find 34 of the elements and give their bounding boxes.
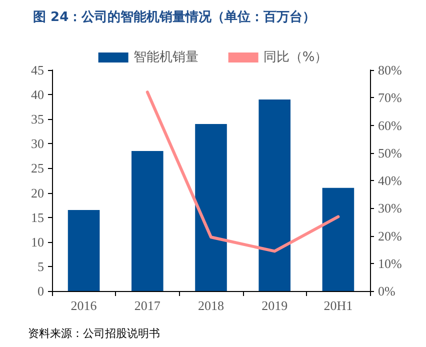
chart-title: 图 24：公司的智能机销量情况（单位：百万台） xyxy=(33,9,316,25)
bar xyxy=(258,99,290,291)
x-tick-label: 2018 xyxy=(198,298,224,313)
y2-tick-label: 40% xyxy=(378,173,402,188)
line-series xyxy=(146,90,340,253)
y2-tick-label: 80% xyxy=(378,62,402,78)
legend-label: 同比（%） xyxy=(263,50,328,65)
bar xyxy=(68,210,100,291)
bar xyxy=(195,124,227,291)
y-tick-label: 40 xyxy=(31,87,44,102)
y-tick-label: 5 xyxy=(38,258,44,274)
bar xyxy=(322,188,354,291)
x-tick-label: 2019 xyxy=(262,298,288,313)
y-tick-label: 25 xyxy=(31,160,44,176)
x-tick-label: 2016 xyxy=(70,298,98,313)
y-tick-label: 45 xyxy=(31,62,44,78)
y-tick-label: 35 xyxy=(31,112,44,127)
y2-tick-label: 50% xyxy=(378,145,402,160)
x-tick-label: 2017 xyxy=(134,298,161,313)
bar xyxy=(132,151,164,291)
y-tick-label: 20 xyxy=(31,185,44,200)
y-tick-label: 15 xyxy=(31,210,44,225)
y2-tick-label: 0% xyxy=(378,284,396,298)
text: 资料来源：公司招股说明书 xyxy=(28,327,160,340)
y2-tick-label: 60% xyxy=(378,118,402,133)
y2-tick-label: 10% xyxy=(378,256,402,271)
x-tick-label: 20H1 xyxy=(324,298,353,313)
y2-tick-label: 30% xyxy=(378,200,402,216)
y-tick-label: 30 xyxy=(31,136,44,152)
legend-label: 智能机销量 xyxy=(133,50,198,65)
y2-tick-label: 20% xyxy=(378,228,402,244)
y-tick-label: 10 xyxy=(31,234,44,250)
y2-tick-label: 70% xyxy=(378,90,402,106)
y-tick-label: 0 xyxy=(38,284,44,298)
